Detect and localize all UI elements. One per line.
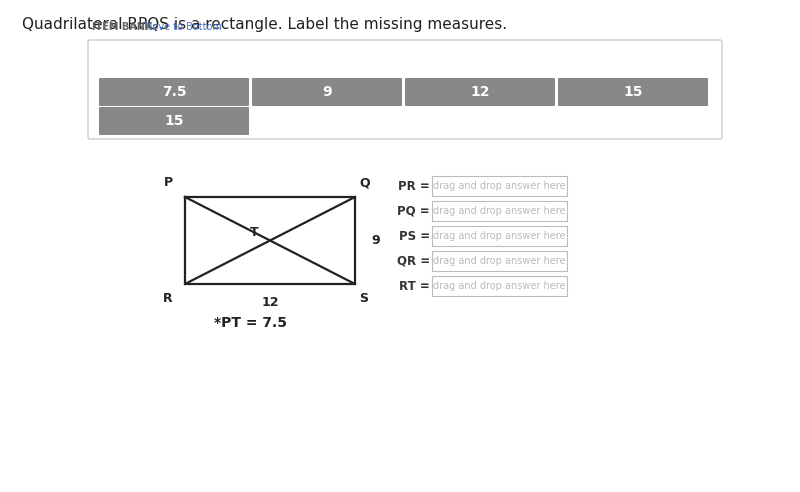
- Text: R: R: [163, 292, 173, 305]
- Text: 12: 12: [262, 296, 278, 309]
- Text: Q: Q: [359, 176, 370, 189]
- Text: QR =: QR =: [397, 254, 430, 268]
- FancyBboxPatch shape: [432, 201, 567, 221]
- Text: 9: 9: [322, 85, 332, 99]
- Text: drag and drop answer here: drag and drop answer here: [434, 181, 566, 191]
- Text: Quadrilateral RPQS is a rectangle. Label the missing measures.: Quadrilateral RPQS is a rectangle. Label…: [22, 17, 507, 32]
- Text: P: P: [164, 176, 173, 189]
- Text: drag and drop answer here: drag and drop answer here: [434, 281, 566, 291]
- Text: T: T: [250, 226, 258, 239]
- Text: Move to Bottom: Move to Bottom: [144, 22, 222, 32]
- Text: RT =: RT =: [399, 279, 430, 293]
- FancyBboxPatch shape: [252, 78, 402, 106]
- FancyBboxPatch shape: [558, 78, 708, 106]
- Text: PS =: PS =: [399, 229, 430, 243]
- FancyBboxPatch shape: [432, 176, 567, 196]
- FancyBboxPatch shape: [99, 107, 249, 135]
- FancyBboxPatch shape: [99, 78, 249, 106]
- Text: 12: 12: [470, 85, 490, 99]
- Text: S: S: [359, 292, 368, 305]
- Text: drag and drop answer here: drag and drop answer here: [434, 231, 566, 241]
- Text: PQ =: PQ =: [398, 205, 430, 217]
- Text: 15: 15: [164, 114, 184, 128]
- FancyBboxPatch shape: [432, 226, 567, 246]
- FancyBboxPatch shape: [432, 251, 567, 271]
- Text: 15: 15: [623, 85, 642, 99]
- Text: PR =: PR =: [398, 180, 430, 192]
- Text: drag and drop answer here: drag and drop answer here: [434, 256, 566, 266]
- FancyBboxPatch shape: [432, 276, 567, 296]
- Text: *PT = 7.5: *PT = 7.5: [214, 316, 286, 330]
- FancyBboxPatch shape: [405, 78, 555, 106]
- Text: drag and drop answer here: drag and drop answer here: [434, 206, 566, 216]
- Text: 9: 9: [371, 234, 380, 247]
- Text: 7.5: 7.5: [162, 85, 186, 99]
- FancyBboxPatch shape: [88, 40, 722, 139]
- Text: ITEM BANK:: ITEM BANK:: [92, 22, 156, 32]
